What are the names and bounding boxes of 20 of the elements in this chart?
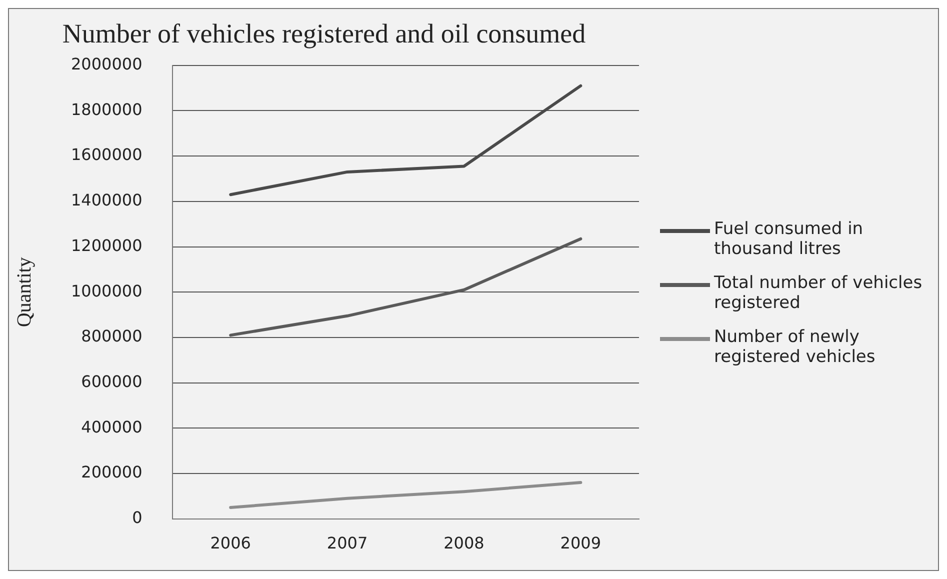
x-tick-label: 2009 [560, 534, 602, 553]
y-tick-label: 600000 [81, 372, 142, 391]
legend-label: Total number of vehicles registered [714, 273, 924, 313]
y-tick-label: 400000 [81, 417, 142, 436]
x-tick-label: 2006 [210, 534, 251, 553]
y-tick-label: 1800000 [70, 100, 142, 119]
y-tick-label: 1200000 [70, 236, 142, 255]
y-tick-label: 1600000 [70, 145, 142, 164]
legend-label: Fuel consumed in thousand litres [714, 219, 864, 259]
y-axis-title: Quantity [13, 257, 36, 328]
legend-label: Number of newly registered vehicles [714, 327, 876, 367]
y-tick-label: 1400000 [70, 190, 142, 210]
x-tick-label: 2008 [444, 534, 484, 553]
y-tick-label: 200000 [81, 462, 142, 482]
chart-title: Number of vehicles registered and oil consumed [62, 18, 586, 48]
y-tick-label: 2000000 [70, 54, 142, 74]
x-tick-label: 2007 [326, 534, 368, 553]
y-tick-label: 0 [132, 508, 142, 527]
y-tick-label: 1000000 [70, 281, 142, 300]
y-tick-label: 800000 [81, 326, 142, 346]
